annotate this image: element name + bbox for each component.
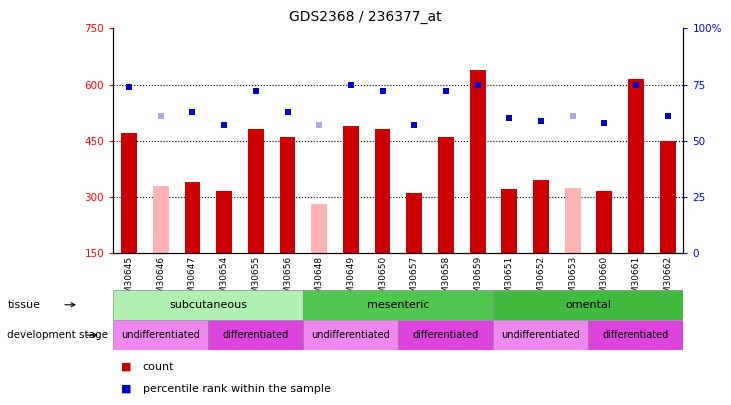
Bar bbox=[343, 126, 359, 253]
Text: differentiated: differentiated bbox=[223, 330, 289, 340]
Bar bbox=[184, 182, 200, 253]
Bar bbox=[375, 130, 390, 253]
Bar bbox=[216, 191, 232, 253]
Bar bbox=[406, 193, 422, 253]
Bar bbox=[438, 137, 454, 253]
Text: undifferentiated: undifferentiated bbox=[311, 330, 390, 340]
Text: ■: ■ bbox=[121, 362, 131, 371]
Bar bbox=[113, 290, 303, 320]
Bar bbox=[208, 320, 303, 350]
Bar bbox=[398, 320, 493, 350]
Bar bbox=[113, 320, 208, 350]
Bar bbox=[493, 320, 588, 350]
Text: ■: ■ bbox=[121, 384, 131, 394]
Text: percentile rank within the sample: percentile rank within the sample bbox=[143, 384, 330, 394]
Text: undifferentiated: undifferentiated bbox=[121, 330, 200, 340]
Text: differentiated: differentiated bbox=[413, 330, 479, 340]
Text: mesenteric: mesenteric bbox=[367, 300, 430, 310]
Bar bbox=[279, 137, 295, 253]
Bar bbox=[248, 130, 264, 253]
Bar bbox=[533, 180, 549, 253]
Bar bbox=[470, 70, 485, 253]
Text: omental: omental bbox=[566, 300, 611, 310]
Text: subcutaneous: subcutaneous bbox=[170, 300, 247, 310]
Text: differentiated: differentiated bbox=[603, 330, 669, 340]
Bar bbox=[660, 141, 675, 253]
Bar bbox=[628, 79, 644, 253]
Bar bbox=[153, 185, 169, 253]
Bar bbox=[596, 191, 613, 253]
Bar bbox=[564, 188, 580, 253]
Text: undifferentiated: undifferentiated bbox=[501, 330, 580, 340]
Bar bbox=[311, 205, 327, 253]
Bar bbox=[121, 133, 137, 253]
Text: GDS2368 / 236377_at: GDS2368 / 236377_at bbox=[289, 10, 442, 24]
Bar bbox=[493, 290, 683, 320]
Text: development stage: development stage bbox=[7, 330, 108, 340]
Bar bbox=[303, 320, 398, 350]
Bar bbox=[588, 320, 683, 350]
Bar bbox=[303, 290, 493, 320]
Text: count: count bbox=[143, 362, 174, 371]
Bar bbox=[501, 190, 518, 253]
Text: tissue: tissue bbox=[7, 300, 40, 310]
